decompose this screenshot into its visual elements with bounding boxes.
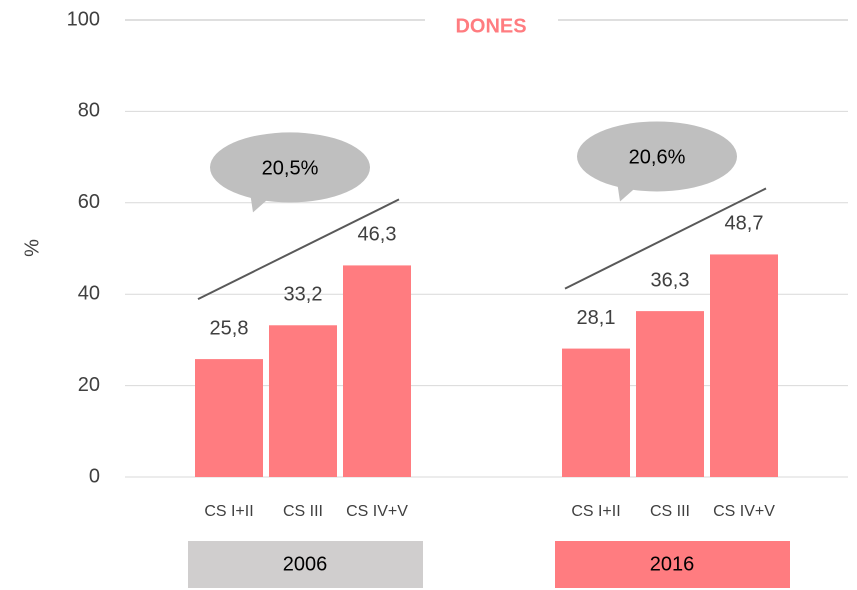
y-tick-label: 80: [78, 100, 100, 122]
data-label: 36,3: [651, 269, 690, 291]
trend-line: [197, 198, 400, 300]
x-tick-label: CS IV+V: [346, 503, 408, 520]
trend-line: [564, 187, 767, 290]
y-axis-label: %: [21, 239, 43, 257]
data-label: 25,8: [210, 317, 249, 339]
y-tick-label: 0: [89, 465, 100, 487]
bar: [269, 325, 337, 477]
x-tick-label: CS III: [650, 503, 690, 520]
data-label: 48,7: [725, 213, 764, 235]
annotation: 20,5%: [262, 158, 319, 180]
data-label: 28,1: [577, 307, 616, 329]
y-tick-label: 20: [78, 374, 100, 396]
data-label: 46,3: [358, 224, 397, 246]
year-box: [555, 541, 790, 588]
year-box: [188, 541, 423, 588]
x-tick-label: CS IV+V: [713, 503, 775, 520]
bar: [710, 254, 778, 477]
bar: [636, 311, 704, 477]
year-label: 2016: [650, 553, 695, 575]
x-tick-label: CS I+II: [204, 503, 253, 520]
chart-title: DONES: [455, 15, 526, 37]
annotation: 20,6%: [629, 147, 686, 169]
bubble: [577, 121, 737, 192]
y-tick-label: 100: [67, 8, 100, 30]
bar: [195, 359, 263, 477]
bar: [343, 265, 411, 477]
x-tick-label: CS I+II: [571, 503, 620, 520]
data-label: 33,2: [284, 284, 323, 306]
y-tick-label: 40: [78, 282, 100, 304]
y-tick-label: 60: [78, 191, 100, 213]
bubble: [210, 132, 370, 203]
bar: [562, 348, 630, 477]
x-tick-label: CS III: [283, 503, 323, 520]
year-label: 2006: [283, 553, 328, 575]
